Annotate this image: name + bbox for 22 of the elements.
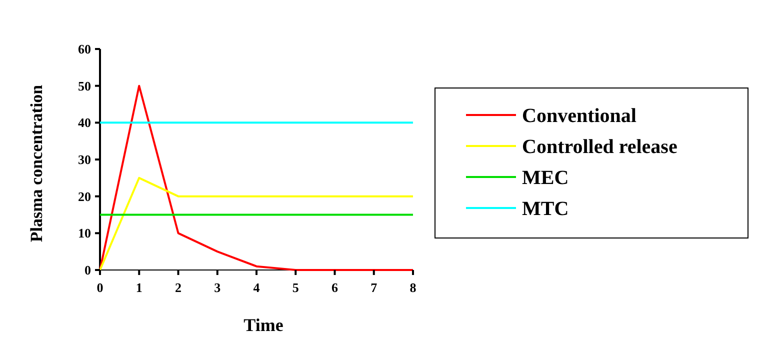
y-tick-label: 40: [78, 115, 91, 130]
x-tick-label: 2: [175, 280, 182, 295]
y-tick-label: 30: [78, 152, 91, 168]
legend-label: Conventional: [522, 105, 637, 127]
x-tick-label: 1: [136, 280, 142, 295]
y-axis-title: Plasma concentration: [27, 84, 46, 242]
x-tick-label: 6: [332, 280, 338, 295]
y-tick-label: 10: [78, 226, 91, 241]
y-tick-label: 0: [84, 262, 91, 278]
x-tick-label: 7: [370, 280, 378, 295]
x-tick-label: 0: [96, 280, 104, 295]
legend-label: MTC: [522, 198, 569, 220]
y-tick-label: 60: [78, 42, 91, 57]
legend-label: MEC: [522, 167, 569, 189]
legend-label: Controlled release: [522, 136, 678, 158]
x-tick-label: 8: [410, 280, 417, 295]
x-tick-label: 5: [292, 280, 300, 295]
x-tick-label: 3: [214, 280, 222, 295]
y-tick-label: 20: [78, 188, 91, 204]
x-tick-label: 4: [253, 280, 260, 295]
y-tick-label: 50: [78, 78, 91, 94]
x-axis-title: Time: [244, 315, 284, 335]
